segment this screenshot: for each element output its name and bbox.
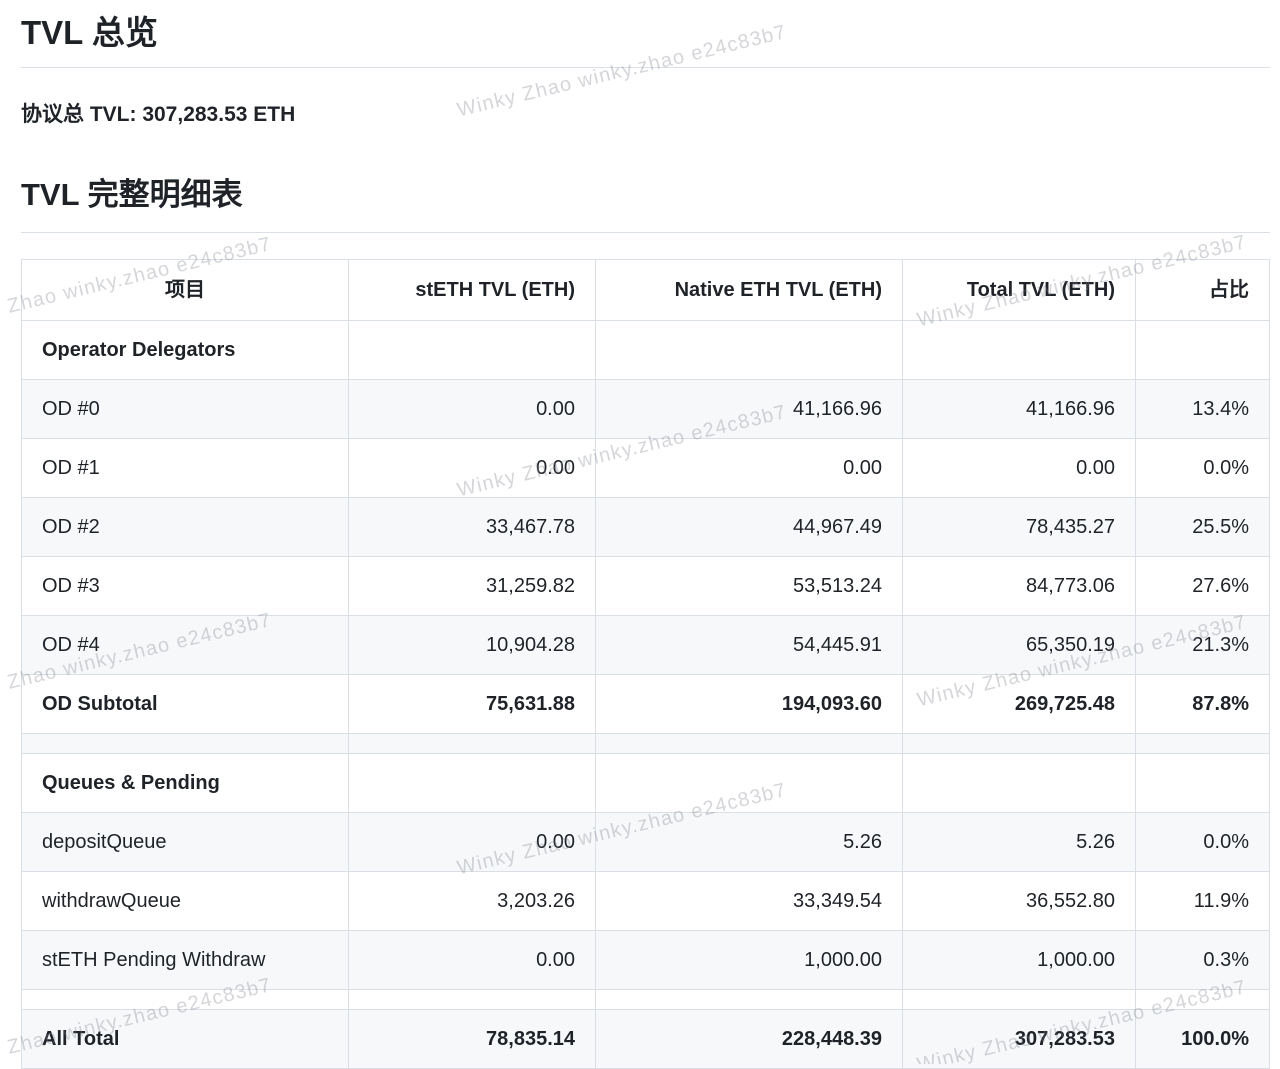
cell-share: 100.0% <box>1135 1009 1270 1069</box>
cell-empty <box>348 733 596 754</box>
detail-table-title: TVL 完整明细表 <box>21 175 1270 233</box>
cell-total: 307,283.53 <box>902 1009 1136 1069</box>
cell-share: 0.3% <box>1135 930 1270 990</box>
cell-native: 194,093.60 <box>595 674 903 734</box>
cell-native: 1,000.00 <box>595 930 903 990</box>
cell-empty <box>595 989 903 1010</box>
table-row-section-queues-pending: Queues & Pending <box>21 753 1270 813</box>
table-row-steth-pending-withdraw: stETH Pending Withdraw 0.00 1,000.00 1,0… <box>21 930 1270 990</box>
table-row-withdraw-queue: withdrawQueue 3,203.26 33,349.54 36,552.… <box>21 871 1270 931</box>
table-row-section-operator-delegators: Operator Delegators <box>21 320 1270 380</box>
cell-steth: 78,835.14 <box>348 1009 596 1069</box>
table-header: 项目 stETH TVL (ETH) Native ETH TVL (ETH) … <box>21 259 1270 321</box>
cell-steth: 0.00 <box>348 930 596 990</box>
cell-label: Queues & Pending <box>21 753 349 813</box>
cell-empty <box>21 989 349 1010</box>
cell-steth: 10,904.28 <box>348 615 596 675</box>
table-row-od-4: OD #4 10,904.28 54,445.91 65,350.19 21.3… <box>21 615 1270 675</box>
cell-share: 11.9% <box>1135 871 1270 931</box>
table-row-spacer <box>21 733 1270 754</box>
cell-native: 44,967.49 <box>595 497 903 557</box>
cell-native <box>595 320 903 380</box>
cell-share: 0.0% <box>1135 438 1270 498</box>
cell-label: OD #3 <box>21 556 349 616</box>
cell-native <box>595 753 903 813</box>
cell-native: 0.00 <box>595 438 903 498</box>
cell-label: OD Subtotal <box>21 674 349 734</box>
cell-total: 36,552.80 <box>902 871 1136 931</box>
cell-native: 5.26 <box>595 812 903 872</box>
cell-steth: 31,259.82 <box>348 556 596 616</box>
cell-share: 13.4% <box>1135 379 1270 439</box>
cell-empty <box>348 989 596 1010</box>
cell-empty <box>902 733 1136 754</box>
header-row: 项目 stETH TVL (ETH) Native ETH TVL (ETH) … <box>21 259 1270 321</box>
cell-share <box>1135 320 1270 380</box>
cell-empty <box>595 733 903 754</box>
cell-empty <box>21 733 349 754</box>
col-header-native-tvl: Native ETH TVL (ETH) <box>595 259 903 321</box>
cell-steth: 3,203.26 <box>348 871 596 931</box>
col-header-share: 占比 <box>1135 259 1270 321</box>
col-header-total-tvl: Total TVL (ETH) <box>902 259 1136 321</box>
table-row-spacer <box>21 989 1270 1010</box>
cell-total: 5.26 <box>902 812 1136 872</box>
cell-total: 1,000.00 <box>902 930 1136 990</box>
cell-total: 0.00 <box>902 438 1136 498</box>
cell-total: 65,350.19 <box>902 615 1136 675</box>
table-row-od-subtotal: OD Subtotal 75,631.88 194,093.60 269,725… <box>21 674 1270 734</box>
col-header-item: 项目 <box>21 259 349 321</box>
cell-label: OD #1 <box>21 438 349 498</box>
cell-total: 41,166.96 <box>902 379 1136 439</box>
table-row-all-total: All Total 78,835.14 228,448.39 307,283.5… <box>21 1009 1270 1069</box>
cell-native: 53,513.24 <box>595 556 903 616</box>
table-row-deposit-queue: depositQueue 0.00 5.26 5.26 0.0% <box>21 812 1270 872</box>
cell-label: depositQueue <box>21 812 349 872</box>
cell-steth: 0.00 <box>348 812 596 872</box>
table-row-od-3: OD #3 31,259.82 53,513.24 84,773.06 27.6… <box>21 556 1270 616</box>
cell-steth <box>348 753 596 813</box>
cell-steth: 75,631.88 <box>348 674 596 734</box>
cell-label: OD #0 <box>21 379 349 439</box>
cell-label: Operator Delegators <box>21 320 349 380</box>
cell-share: 0.0% <box>1135 812 1270 872</box>
cell-total: 269,725.48 <box>902 674 1136 734</box>
cell-steth: 33,467.78 <box>348 497 596 557</box>
cell-share: 25.5% <box>1135 497 1270 557</box>
cell-share: 87.8% <box>1135 674 1270 734</box>
cell-total <box>902 320 1136 380</box>
cell-share: 21.3% <box>1135 615 1270 675</box>
cell-label: withdrawQueue <box>21 871 349 931</box>
tvl-detail-table: 项目 stETH TVL (ETH) Native ETH TVL (ETH) … <box>21 259 1270 1069</box>
cell-native: 33,349.54 <box>595 871 903 931</box>
page-title: TVL 总览 <box>21 6 1270 68</box>
cell-total: 84,773.06 <box>902 556 1136 616</box>
cell-label: OD #4 <box>21 615 349 675</box>
cell-native: 228,448.39 <box>595 1009 903 1069</box>
cell-label: stETH Pending Withdraw <box>21 930 349 990</box>
protocol-tvl-text: 协议总 TVL: 307,283.53 ETH <box>21 103 296 126</box>
cell-total: 78,435.27 <box>902 497 1136 557</box>
cell-empty <box>1135 733 1270 754</box>
cell-empty <box>1135 989 1270 1010</box>
cell-label: All Total <box>21 1009 349 1069</box>
cell-steth: 0.00 <box>348 379 596 439</box>
table-row-od-0: OD #0 0.00 41,166.96 41,166.96 13.4% <box>21 379 1270 439</box>
cell-share: 27.6% <box>1135 556 1270 616</box>
cell-steth: 0.00 <box>348 438 596 498</box>
table-body: Operator Delegators OD #0 0.00 41,166.96… <box>21 320 1270 1069</box>
cell-label: OD #2 <box>21 497 349 557</box>
cell-total <box>902 753 1136 813</box>
col-header-steth-tvl: stETH TVL (ETH) <box>348 259 596 321</box>
cell-empty <box>902 989 1136 1010</box>
table-row-od-2: OD #2 33,467.78 44,967.49 78,435.27 25.5… <box>21 497 1270 557</box>
cell-share <box>1135 753 1270 813</box>
table-row-od-1: OD #1 0.00 0.00 0.00 0.0% <box>21 438 1270 498</box>
cell-native: 41,166.96 <box>595 379 903 439</box>
cell-steth <box>348 320 596 380</box>
cell-native: 54,445.91 <box>595 615 903 675</box>
